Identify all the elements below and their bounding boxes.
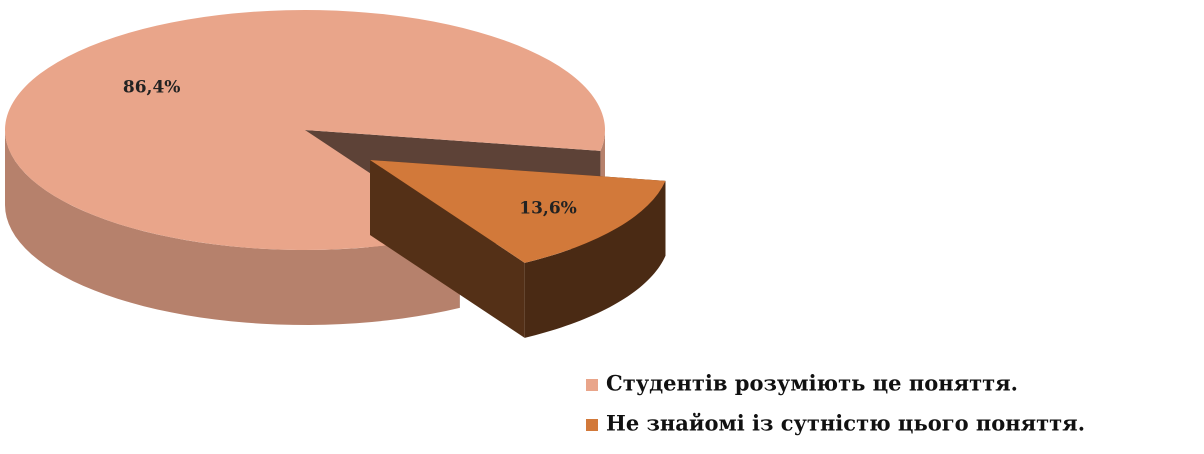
legend-swatch xyxy=(586,379,598,391)
slice-top xyxy=(4,10,605,251)
data-label: 86,4% xyxy=(123,77,181,97)
slice-side xyxy=(524,180,666,338)
legend-label: Студентів розуміють це поняття. xyxy=(606,371,1018,396)
slice-top xyxy=(370,160,666,263)
legend-swatch xyxy=(586,419,598,431)
pie-slice xyxy=(370,160,666,338)
slice-wall xyxy=(370,160,525,338)
legend-label: Не знайомі із сутністю цього поняття. xyxy=(606,411,1085,436)
slice-side xyxy=(5,130,460,325)
data-label: 13,6% xyxy=(519,198,577,218)
